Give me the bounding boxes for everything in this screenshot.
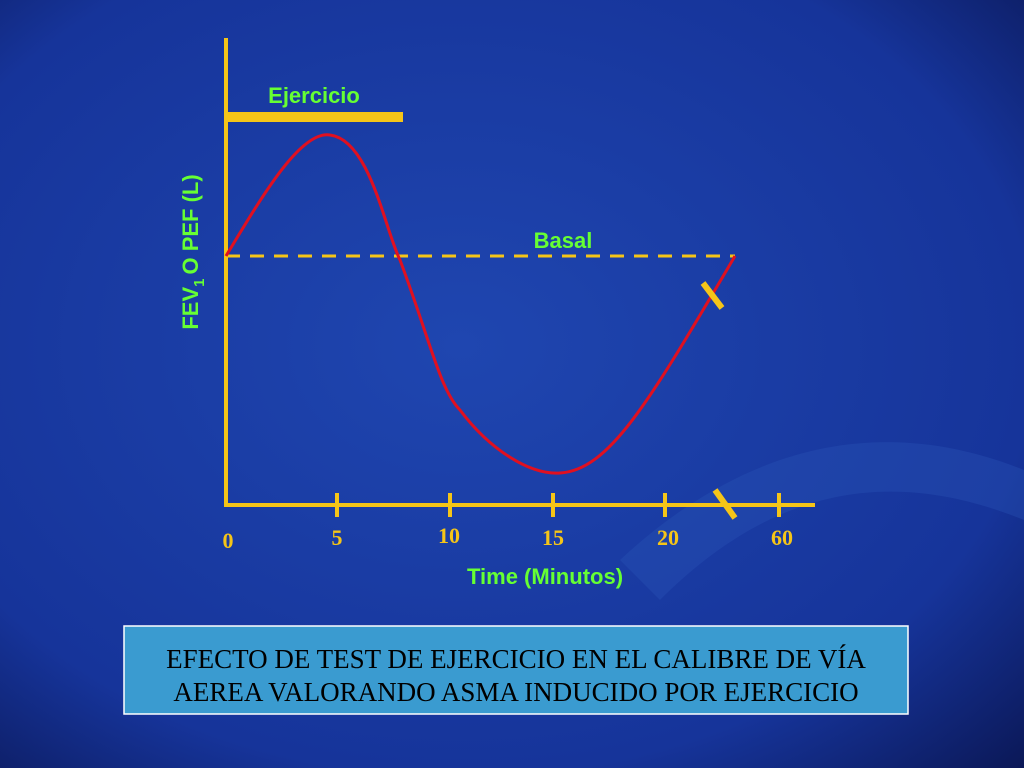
x-tick-label: 60 [771, 525, 793, 550]
y-label-sub: 1 [191, 279, 208, 287]
y-label-rest: O PEF (L) [178, 174, 203, 274]
caption-box [123, 625, 909, 715]
caption-line: EFECTO DE TEST DE EJERCICIO EN EL CALIBR… [166, 644, 866, 674]
fev-curve [224, 133, 737, 475]
x-tick-label: 20 [657, 525, 679, 550]
break-mark [712, 488, 738, 520]
break-mark [700, 281, 725, 310]
y-axis-label: FEV1 O PEF (L) [178, 174, 208, 329]
x-ticks [335, 493, 781, 517]
exercise-label: Ejercicio [268, 83, 360, 108]
x-tick-label: 5 [332, 525, 343, 550]
basal-label: Basal [534, 228, 593, 253]
x-axis-label: Time (Minutos) [467, 564, 623, 589]
caption-line: AEREA VALORANDO ASMA INDUCIDO POR EJERCI… [173, 677, 858, 707]
background-swirl [620, 442, 1024, 600]
x-tick-label: 0 [223, 528, 234, 553]
y-label-main: FEV [178, 287, 203, 330]
x-tick-label: 15 [542, 525, 564, 550]
x-tick-label: 10 [438, 523, 460, 548]
